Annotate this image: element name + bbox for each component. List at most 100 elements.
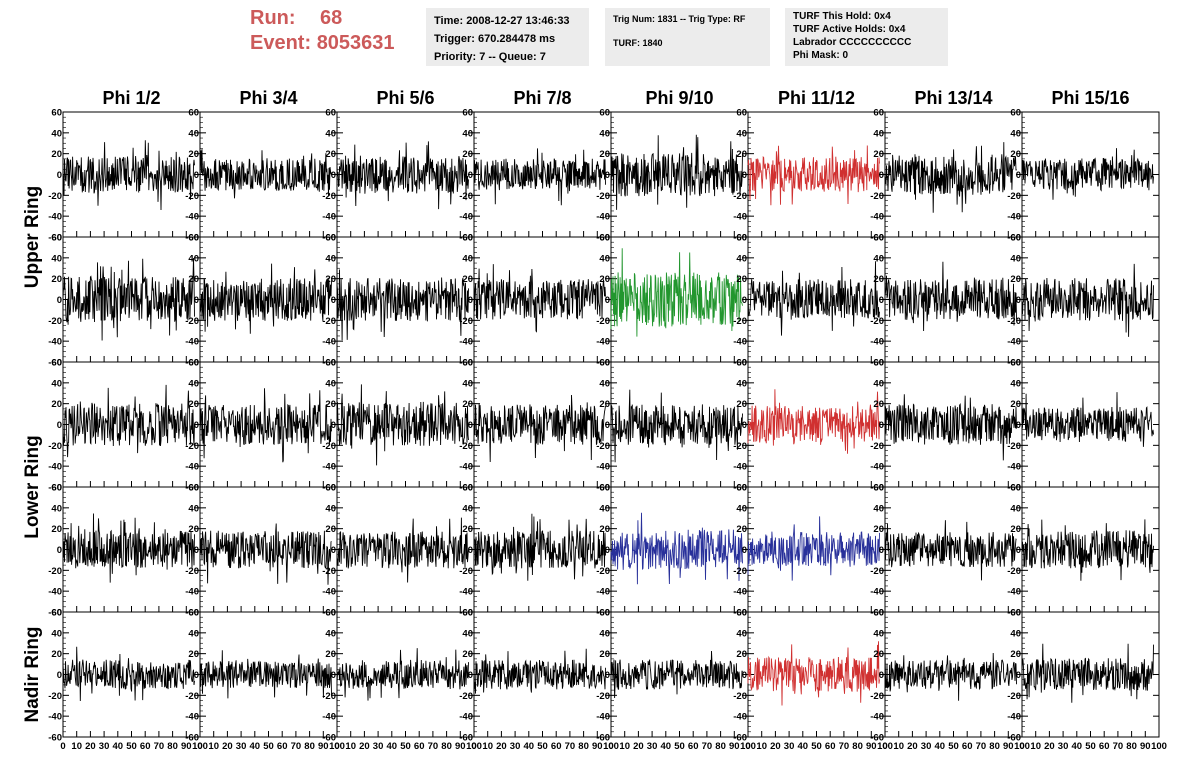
- y-tick-label: -60: [185, 358, 199, 369]
- y-tick-label: -60: [733, 233, 747, 244]
- y-tick-label: -60: [459, 358, 473, 369]
- y-tick-label: -60: [185, 733, 199, 744]
- y-tick-label: -40: [596, 587, 610, 598]
- y-tick-label: -60: [322, 233, 336, 244]
- y-tick-label: -60: [459, 483, 473, 494]
- y-tick-label: -60: [870, 358, 884, 369]
- y-tick-label: 20: [188, 524, 199, 535]
- run-label: Run:: [250, 7, 296, 29]
- waveform-trace-r1-c6: [747, 145, 880, 206]
- waveform-trace-r3-c4: [473, 394, 606, 463]
- x-tick-label: 0: [197, 741, 202, 752]
- x-tick-label: 90: [592, 741, 603, 752]
- x-tick-label: 40: [798, 741, 809, 752]
- y-tick-label: 20: [325, 274, 336, 285]
- y-tick-label: 20: [599, 399, 610, 410]
- y-tick-label: 0: [1016, 295, 1021, 306]
- y-tick-label: -60: [596, 733, 610, 744]
- y-tick-label: -40: [870, 587, 884, 598]
- waveform-trace-r2-c2: [199, 263, 332, 334]
- y-tick-label: 40: [51, 253, 62, 264]
- y-tick-label: -20: [1007, 691, 1021, 702]
- x-tick-label: 30: [236, 741, 247, 752]
- turf-text: TURF: 1840: [613, 38, 663, 48]
- y-tick-label: -40: [322, 462, 336, 473]
- y-tick-label: -60: [596, 608, 610, 619]
- x-tick-label: 80: [715, 741, 726, 752]
- y-tick-label: 60: [325, 358, 336, 369]
- waveform-trace-r5-c1: [62, 646, 195, 702]
- x-tick-label: 90: [866, 741, 877, 752]
- x-tick-label: 0: [882, 741, 887, 752]
- y-tick-label: 60: [873, 608, 884, 619]
- y-tick-label: 60: [51, 608, 62, 619]
- waveform-trace-r3-c5: [610, 389, 743, 463]
- y-tick-label: -60: [596, 233, 610, 244]
- y-tick-label: 40: [1010, 628, 1021, 639]
- y-tick-label: -40: [1007, 337, 1021, 348]
- x-tick-label: 100: [877, 741, 893, 752]
- y-tick-label: 60: [325, 108, 336, 119]
- y-tick-label: 20: [188, 649, 199, 660]
- y-tick-label: -20: [596, 316, 610, 327]
- x-tick-label: 40: [1072, 741, 1083, 752]
- y-tick-label: -40: [733, 462, 747, 473]
- y-tick-label: -60: [48, 733, 62, 744]
- y-tick-label: -40: [733, 712, 747, 723]
- y-tick-label: 60: [462, 233, 473, 244]
- x-tick-label: 80: [304, 741, 315, 752]
- y-tick-label: 0: [742, 420, 747, 431]
- y-tick-label: 40: [873, 378, 884, 389]
- y-tick-label: 20: [462, 649, 473, 660]
- y-tick-label: -60: [459, 233, 473, 244]
- x-tick-label: 20: [496, 741, 507, 752]
- y-tick-label: -20: [48, 691, 62, 702]
- y-tick-label: -20: [185, 566, 199, 577]
- waveform-trace-r4-c2: [199, 523, 332, 585]
- y-tick-label: 0: [331, 545, 336, 556]
- y-tick-label: 0: [605, 545, 610, 556]
- y-tick-label: -40: [596, 212, 610, 223]
- y-tick-label: 40: [462, 503, 473, 514]
- column-header-8: Phi 15/16: [1051, 88, 1129, 108]
- y-tick-label: -20: [322, 441, 336, 452]
- y-tick-label: 20: [1010, 274, 1021, 285]
- y-tick-label: 0: [468, 420, 473, 431]
- y-tick-label: 20: [462, 149, 473, 160]
- y-tick-label: 40: [1010, 378, 1021, 389]
- x-tick-label: 0: [60, 741, 65, 752]
- y-tick-label: 0: [742, 670, 747, 681]
- x-tick-label: 30: [1058, 741, 1069, 752]
- phi-mask-text: Phi Mask: 0: [793, 50, 849, 61]
- x-tick-label: 60: [551, 741, 562, 752]
- y-tick-label: -60: [1007, 358, 1021, 369]
- y-tick-label: 60: [599, 233, 610, 244]
- x-tick-label: 70: [291, 741, 302, 752]
- y-tick-label: 40: [873, 253, 884, 264]
- y-tick-label: 40: [325, 253, 336, 264]
- waveform-trace-r5-c6: [747, 641, 880, 706]
- x-tick-label: 30: [373, 741, 384, 752]
- y-tick-label: 0: [879, 420, 884, 431]
- y-tick-label: -40: [48, 337, 62, 348]
- x-tick-label: 60: [962, 741, 973, 752]
- y-tick-label: -60: [48, 358, 62, 369]
- y-tick-label: 60: [599, 108, 610, 119]
- y-tick-label: 0: [605, 670, 610, 681]
- x-tick-label: 10: [345, 741, 356, 752]
- waveform-trace-r3-c7: [884, 394, 1017, 461]
- waveform-trace-r4-c4: [473, 513, 606, 581]
- y-tick-label: 0: [331, 170, 336, 181]
- y-tick-label: -20: [870, 691, 884, 702]
- y-tick-label: -20: [733, 191, 747, 202]
- y-tick-label: -40: [596, 337, 610, 348]
- y-tick-label: 40: [51, 128, 62, 139]
- y-tick-label: -20: [322, 691, 336, 702]
- y-tick-label: 20: [325, 399, 336, 410]
- y-tick-label: 0: [1016, 170, 1021, 181]
- x-tick-label: 20: [1044, 741, 1055, 752]
- y-tick-label: -20: [1007, 191, 1021, 202]
- y-tick-label: -40: [1007, 587, 1021, 598]
- y-tick-label: -20: [322, 316, 336, 327]
